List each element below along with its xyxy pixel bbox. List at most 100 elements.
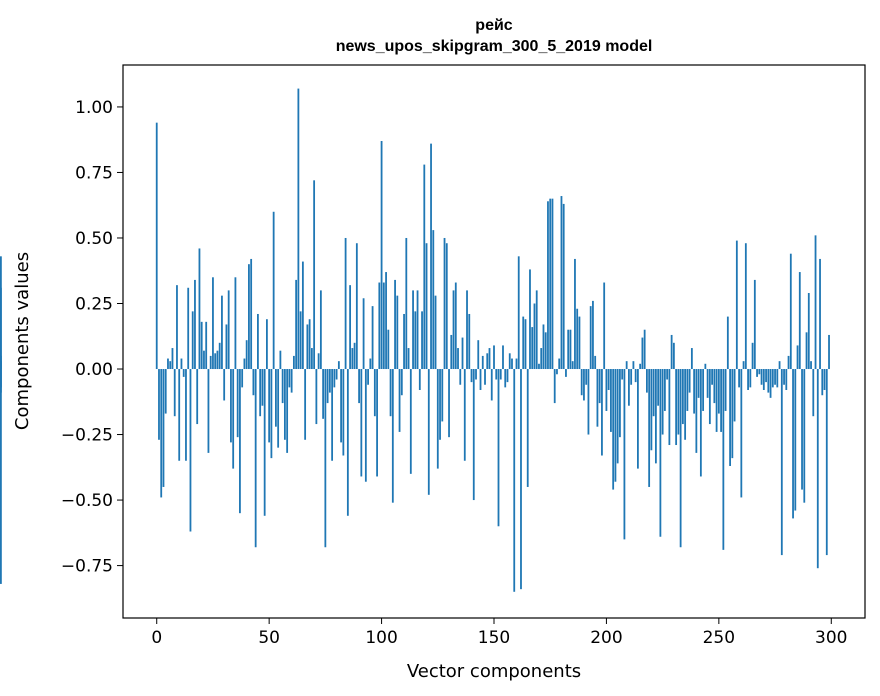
x-axis-label: Vector components: [407, 661, 581, 682]
bar-116: [416, 290, 419, 370]
bar-66: [304, 369, 307, 440]
bar-262: [744, 243, 747, 370]
bar-218: [646, 369, 648, 393]
bar-158: [511, 358, 513, 370]
bar-246: [708, 369, 711, 425]
bar-44: [254, 369, 257, 548]
bar-264: [749, 369, 752, 388]
bar-132: [452, 290, 455, 370]
bar-299: [828, 334, 830, 370]
bar-192: [587, 369, 590, 435]
bar-137: [463, 369, 466, 461]
bar-148: [488, 348, 491, 370]
bar-64: [299, 311, 302, 370]
y-tick-label: −0.50: [61, 491, 113, 511]
bar-141: [472, 369, 475, 501]
bar-204: [614, 369, 617, 482]
bar-265: [751, 342, 754, 370]
bar-187: [576, 308, 579, 370]
bar-100: [380, 141, 383, 370]
bar-229: [670, 334, 673, 370]
bar-209: [625, 361, 628, 370]
bar-243: [702, 369, 705, 411]
bar-163: [522, 316, 525, 370]
bar-38: [241, 369, 244, 388]
bar-183: [567, 329, 570, 370]
bar-82: [340, 369, 342, 443]
bar-3: [162, 369, 165, 487]
bar-234: [681, 369, 684, 425]
x-tick-label: 0: [151, 628, 162, 648]
bar-239: [693, 369, 696, 414]
bar-50: [268, 369, 271, 443]
bar-285: [796, 345, 799, 370]
bar-260: [740, 369, 743, 498]
bar-216: [641, 337, 644, 370]
bar-74: [322, 369, 325, 419]
bar-164: [524, 319, 527, 370]
bar-68: [308, 319, 311, 370]
bar-114: [412, 290, 414, 370]
bar-170: [538, 363, 540, 370]
bar-124: [434, 295, 437, 370]
bar-275: [774, 369, 776, 385]
y-axis-ticks: −0.75 −0.50 −0.25 0.00 0.25 0.50 0.75 1.00: [61, 98, 123, 577]
bar-90: [358, 369, 360, 404]
x-tick-label: 250: [703, 628, 735, 648]
bar-16: [191, 311, 194, 370]
bar-271: [765, 369, 767, 383]
bar-58: [286, 369, 289, 453]
bar-119: [423, 164, 426, 370]
bar-153: [499, 369, 502, 380]
y-axis-label: Components values: [12, 252, 33, 430]
bar-263: [747, 369, 749, 390]
bar-269: [760, 369, 763, 385]
bar-70: [313, 180, 316, 370]
bar-93: [364, 369, 367, 482]
bar-5: [167, 358, 169, 370]
bar-232: [677, 369, 680, 435]
bar-180: [560, 196, 563, 370]
bar-223: [657, 369, 660, 406]
chart-title-line2: news_upos_skipgram_300_5_2019 model: [336, 38, 653, 55]
bar-293: [814, 235, 817, 370]
bar-138: [466, 290, 468, 370]
bar-118: [421, 311, 423, 370]
bar-115: [414, 311, 417, 370]
bar-108: [398, 369, 401, 432]
bar-128: [443, 237, 446, 370]
y-tick-label: −0.75: [61, 557, 113, 577]
bar-230: [672, 342, 675, 370]
bar-22: [205, 321, 208, 370]
bar-226: [663, 369, 666, 411]
bar-184: [569, 329, 572, 370]
bar-258: [735, 240, 738, 370]
bar-140: [470, 369, 473, 383]
bar-69: [310, 348, 313, 370]
bar-198: [601, 369, 603, 456]
bar-81: [337, 361, 340, 370]
bar-233: [679, 369, 682, 548]
bar-203: [612, 369, 615, 490]
bar-152: [497, 369, 500, 527]
bar-257: [733, 369, 736, 422]
bar-91: [360, 369, 363, 477]
x-tick-label: 300: [815, 628, 847, 648]
bar-211: [630, 369, 633, 385]
bar-270: [762, 369, 765, 390]
bar-99: [378, 282, 381, 370]
x-tick-label: 150: [478, 628, 510, 648]
bar-42: [250, 258, 253, 370]
bar-294: [816, 369, 819, 569]
bar-97: [373, 369, 376, 417]
bar-274: [771, 369, 774, 388]
bar-215: [639, 363, 642, 370]
bar-193: [589, 306, 592, 370]
bar-160: [515, 358, 518, 370]
bar-112: [407, 348, 410, 370]
bar-286: [798, 272, 801, 370]
bar-200: [605, 369, 608, 411]
bar-41: [248, 264, 250, 370]
bar-8: [173, 369, 176, 417]
bar-15: [189, 369, 192, 532]
